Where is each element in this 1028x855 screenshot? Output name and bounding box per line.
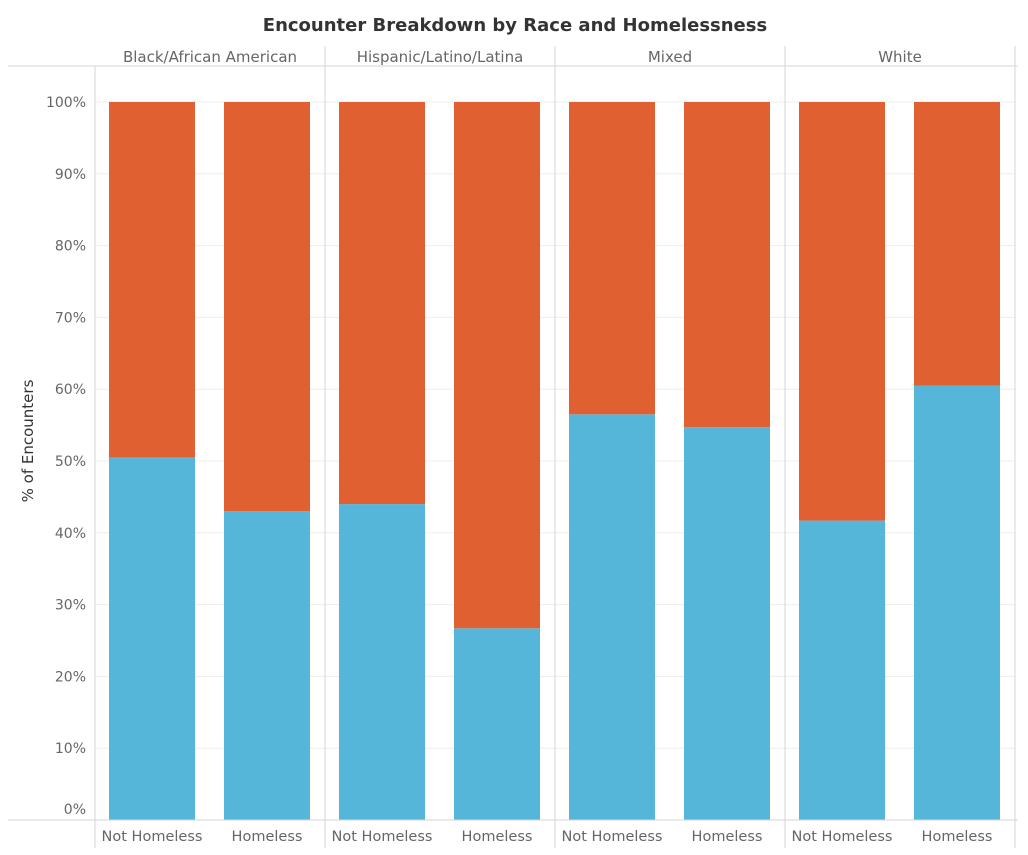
labels-layer: 0% 10% 20% 30% 40% 50% 60% 70% 80% 90% 100% Not Hom… (46, 48, 992, 845)
bar-segment-upper (454, 102, 540, 629)
x-tick-label: Homeless (692, 829, 763, 845)
x-tick-label: Homeless (462, 829, 533, 845)
bar-segment-upper (339, 102, 425, 505)
bar-segment-lower (339, 504, 425, 820)
bar-segment-lower (684, 427, 770, 820)
bar-segment-upper (914, 102, 1000, 386)
chart-title: Encounter Breakdown by Race and Homeless… (263, 15, 767, 36)
y-tick-label: 40% (55, 526, 86, 542)
x-tick-label: Not Homeless (332, 829, 433, 845)
panel-label: Black/African American (123, 48, 297, 66)
x-tick-label: Homeless (232, 829, 303, 845)
bar-segment-upper (224, 102, 310, 512)
y-tick-label: 100% (46, 95, 86, 111)
bar-segment-upper (109, 102, 195, 458)
y-tick-label: 60% (55, 382, 86, 398)
bar-segment-lower (224, 511, 310, 820)
bar-segment-upper (799, 102, 885, 521)
y-tick-label: 70% (55, 310, 86, 326)
frame-layer (8, 46, 1018, 848)
panel-label: White (878, 48, 922, 66)
bar-segment-upper (569, 102, 655, 415)
panel-label: Mixed (648, 48, 692, 66)
y-tick-label: 90% (55, 167, 86, 183)
x-tick-label: Homeless (922, 829, 993, 845)
y-axis-label: % of Encounters (19, 379, 37, 502)
y-tick-label: 10% (55, 741, 86, 757)
y-tick-label: 20% (55, 669, 86, 685)
bar-segment-upper (684, 102, 770, 428)
x-tick-label: Not Homeless (562, 829, 663, 845)
y-tick-label: 50% (55, 454, 86, 470)
x-tick-label: Not Homeless (102, 829, 203, 845)
y-tick-label: 80% (55, 239, 86, 255)
bar-segment-lower (914, 385, 1000, 820)
bar-segment-lower (569, 414, 655, 820)
bars-layer (109, 102, 1000, 820)
x-tick-label: Not Homeless (792, 829, 893, 845)
panel-label: Hispanic/Latino/Latina (357, 48, 524, 66)
bar-segment-lower (799, 520, 885, 820)
bar-segment-lower (109, 457, 195, 820)
bar-segment-lower (454, 628, 540, 820)
y-tick-label: 30% (55, 598, 86, 614)
y-tick-label: 0% (64, 802, 86, 818)
